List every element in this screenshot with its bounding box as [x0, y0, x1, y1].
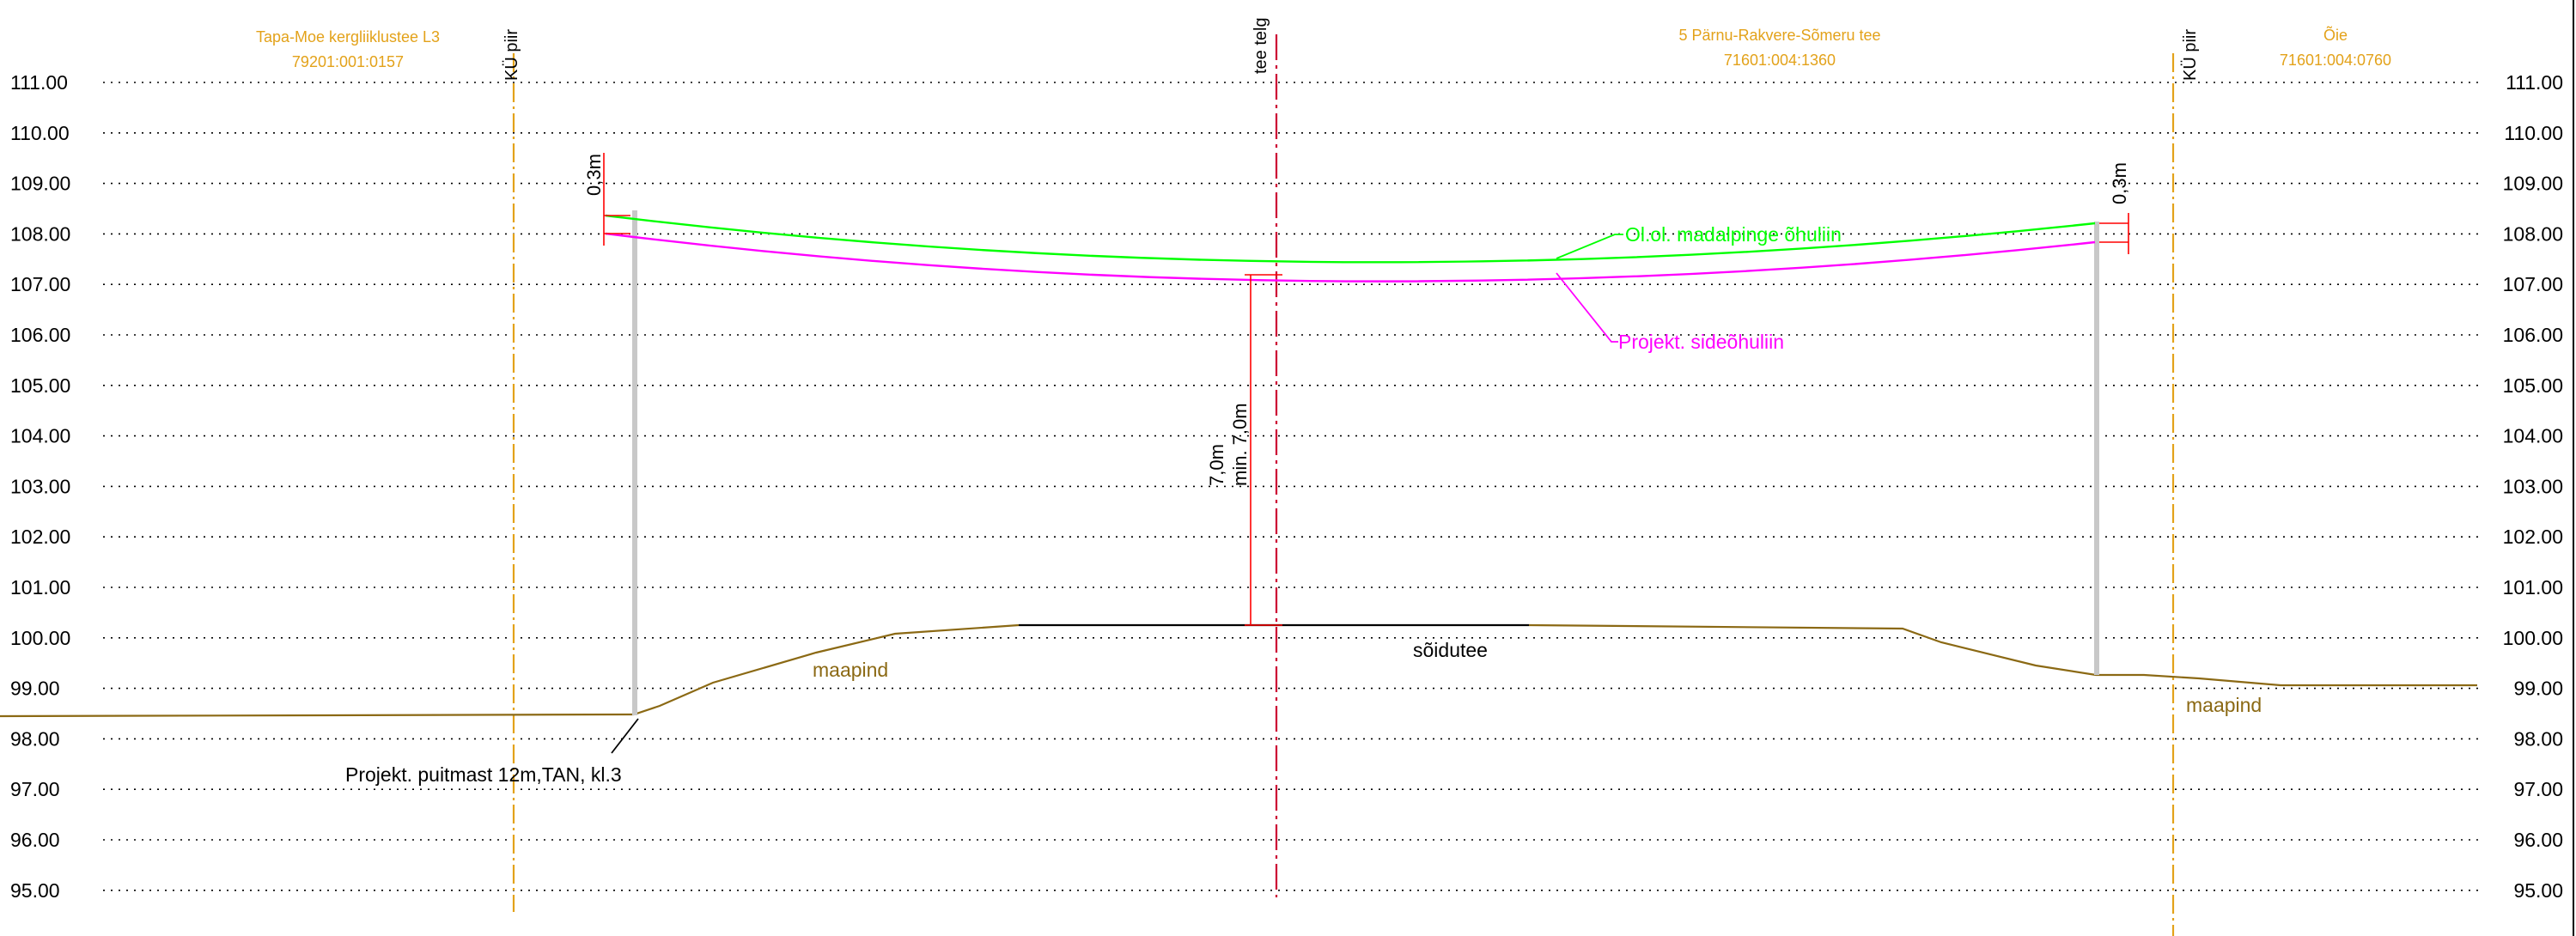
- elevation-label-right-99.00: 99.00: [2513, 678, 2563, 700]
- ground-profile-right: [1528, 623, 2477, 687]
- elevation-label-right-102.00: 102.00: [2503, 526, 2563, 548]
- middle-parcel-code: 71601:004:1360: [1724, 52, 1836, 69]
- elevation-label-right-110.00: 110.00: [2504, 122, 2563, 144]
- elevation-label-right-105.00: 105.00: [2503, 374, 2563, 397]
- comm-line-leader: [1556, 272, 1618, 343]
- left-parcel-code: 79201:001:0157: [292, 53, 404, 70]
- elevation-label-left-111.00: 111.00: [10, 71, 68, 94]
- elevation-label-left-96.00: 96.00: [10, 829, 60, 851]
- comm-line-label: Projekt. sideõhuliin: [1618, 331, 1784, 353]
- elevation-label-left-109.00: 109.00: [10, 173, 70, 195]
- elevation-label-right-95.00: 95.00: [2513, 879, 2563, 902]
- right-mast: [2094, 222, 2099, 675]
- carriageway-label: sõidutee: [1413, 639, 1488, 661]
- clearance-minimum: min. 7,0m: [1229, 403, 1251, 486]
- elevation-label-right-109.00: 109.00: [2503, 173, 2563, 195]
- elevation-label-right-98.00: 98.00: [2513, 727, 2563, 750]
- clearance-value: 7,0m: [1206, 444, 1227, 486]
- elevation-label-left-102.00: 102.00: [10, 526, 70, 548]
- right-parcel-name: Õie: [2323, 26, 2348, 44]
- elevation-label-left-105.00: 105.00: [10, 374, 70, 397]
- elevation-label-left-104.00: 104.00: [10, 425, 70, 447]
- elevation-label-right-96.00: 96.00: [2513, 829, 2563, 851]
- mast-label: Projekt. puitmast 12m,TAN, kl.3: [345, 763, 622, 786]
- elevation-label-right-101.00: 101.00: [2503, 576, 2563, 599]
- elevation-label-right-103.00: 103.00: [2503, 475, 2563, 497]
- power-line-label: Ol.ol. madalpinge õhuliin: [1625, 223, 1842, 246]
- elevation-label-right-107.00: 107.00: [2503, 273, 2563, 295]
- middle-parcel-name: 5 Pärnu-Rakvere-Sõmeru tee: [1678, 27, 1880, 44]
- left-boundary-label: KÜ piir: [502, 29, 521, 81]
- right-boundary-label: KÜ piir: [2181, 29, 2200, 81]
- elevation-label-right-111.00: 111.00: [2506, 71, 2563, 94]
- elevation-label-left-98.00: 98.00: [10, 727, 60, 750]
- elevation-label-right-106.00: 106.00: [2503, 324, 2563, 346]
- right-parcel-code: 71601:004:0760: [2280, 52, 2391, 69]
- elevation-label-left-107.00: 107.00: [10, 273, 70, 295]
- elevation-label-left-100.00: 100.00: [10, 627, 70, 649]
- elevation-label-left-95.00: 95.00: [10, 879, 60, 902]
- elevation-grid: 111.00 111.00 110.00 110.00 109.00 109.00 108.…: [10, 71, 2563, 902]
- elevation-label-right-108.00: 108.00: [2503, 222, 2563, 245]
- left-mast: [632, 210, 637, 715]
- road-axis-label: tee telg: [1251, 17, 1270, 74]
- ground-label-right: maapind: [2186, 694, 2262, 716]
- elevation-label-right-104.00: 104.00: [2503, 425, 2563, 447]
- left-offset-label: 0,3m: [583, 154, 605, 196]
- mast-leader: [611, 718, 639, 754]
- power-line-curve: [605, 214, 2096, 264]
- ground-label-left: maapind: [813, 659, 888, 681]
- elevation-label-right-97.00: 97.00: [2513, 778, 2563, 800]
- elevation-label-left-101.00: 101.00: [10, 576, 70, 599]
- left-parcel-name: Tapa-Moe kergliiklustee L3: [256, 28, 440, 46]
- elevation-label-right-100.00: 100.00: [2503, 627, 2563, 649]
- elevation-label-left-110.00: 110.00: [10, 122, 70, 144]
- power-line-leader: [1556, 234, 1623, 259]
- comm-line-curve: [605, 232, 2096, 283]
- right-offset-label: 0,3m: [2109, 162, 2130, 204]
- elevation-label-left-99.00: 99.00: [10, 678, 60, 700]
- elevation-label-left-108.00: 108.00: [10, 222, 70, 245]
- elevation-label-left-97.00: 97.00: [10, 778, 60, 800]
- elevation-label-left-103.00: 103.00: [10, 475, 70, 497]
- elevation-label-left-106.00: 106.00: [10, 324, 70, 346]
